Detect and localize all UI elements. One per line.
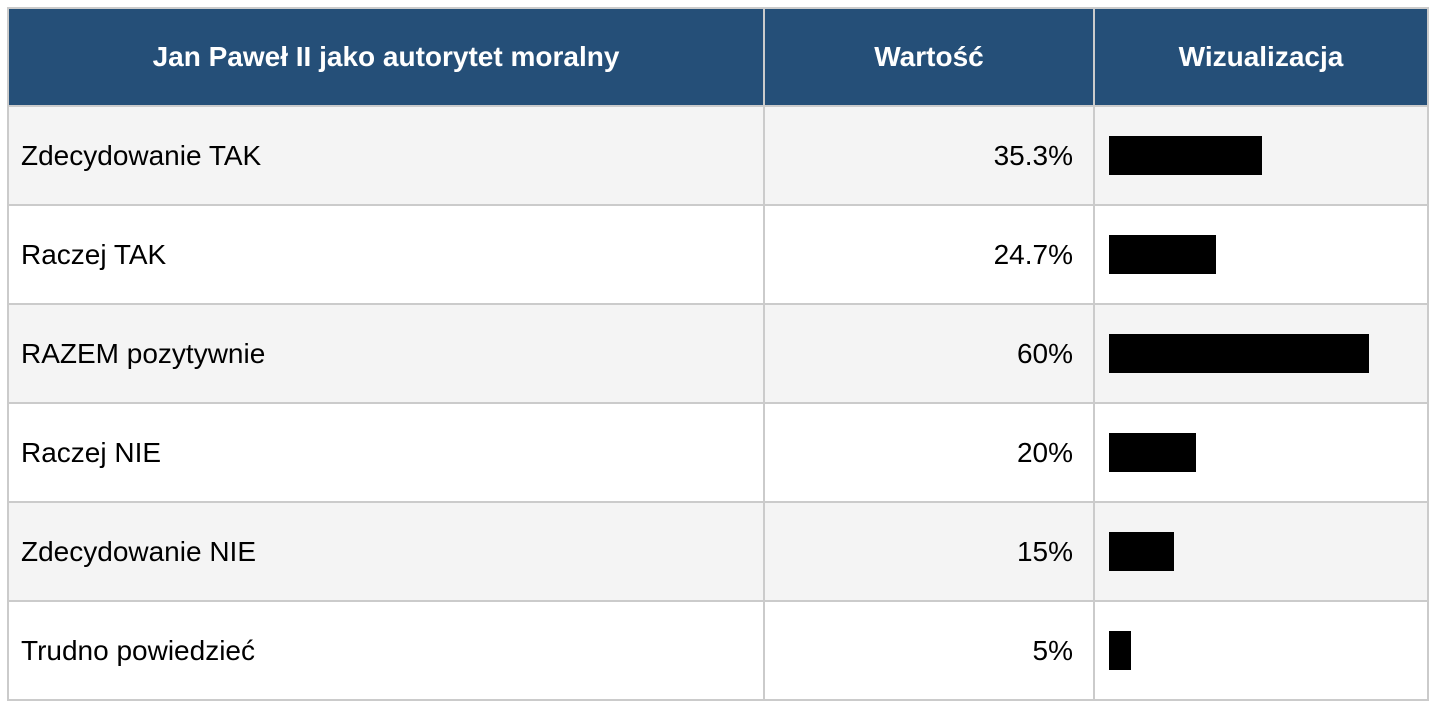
- survey-table: Jan Paweł II jako autorytet moralny Wart…: [7, 7, 1429, 701]
- table-row: Raczej NIE 20%: [7, 402, 1429, 503]
- table-row: Trudno powiedzieć 5%: [7, 600, 1429, 701]
- table-row: Raczej TAK 24.7%: [7, 204, 1429, 305]
- table-row: Zdecydowanie NIE 15%: [7, 501, 1429, 602]
- row-label: Raczej NIE: [7, 402, 765, 503]
- row-viz: [1093, 303, 1429, 404]
- viz-bar: [1109, 631, 1131, 670]
- row-value: 5%: [763, 600, 1095, 701]
- table-body: Zdecydowanie TAK 35.3% Raczej TAK 24.7% …: [7, 105, 1429, 701]
- row-label: RAZEM pozytywnie: [7, 303, 765, 404]
- viz-bar: [1109, 334, 1369, 373]
- row-viz: [1093, 501, 1429, 602]
- survey-table-container: Jan Paweł II jako autorytet moralny Wart…: [7, 7, 1429, 701]
- viz-bar: [1109, 235, 1216, 274]
- row-value: 20%: [763, 402, 1095, 503]
- header-value: Wartość: [763, 7, 1095, 107]
- header-question: Jan Paweł II jako autorytet moralny: [7, 7, 765, 107]
- row-value: 15%: [763, 501, 1095, 602]
- row-label: Raczej TAK: [7, 204, 765, 305]
- table-row: RAZEM pozytywnie 60%: [7, 303, 1429, 404]
- row-viz: [1093, 402, 1429, 503]
- viz-bar: [1109, 136, 1262, 175]
- header-row: Jan Paweł II jako autorytet moralny Wart…: [7, 7, 1429, 107]
- table-header: Jan Paweł II jako autorytet moralny Wart…: [7, 7, 1429, 107]
- row-value: 24.7%: [763, 204, 1095, 305]
- table-row: Zdecydowanie TAK 35.3%: [7, 105, 1429, 206]
- row-label: Zdecydowanie TAK: [7, 105, 765, 206]
- row-value: 35.3%: [763, 105, 1095, 206]
- header-visualization: Wizualizacja: [1093, 7, 1429, 107]
- row-viz: [1093, 105, 1429, 206]
- viz-bar: [1109, 433, 1196, 472]
- row-viz: [1093, 600, 1429, 701]
- row-value: 60%: [763, 303, 1095, 404]
- row-label: Zdecydowanie NIE: [7, 501, 765, 602]
- viz-bar: [1109, 532, 1174, 571]
- row-viz: [1093, 204, 1429, 305]
- row-label: Trudno powiedzieć: [7, 600, 765, 701]
